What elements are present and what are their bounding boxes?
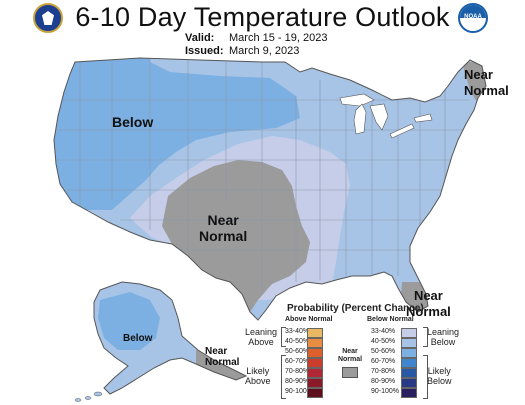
legend-below-swatch	[401, 338, 417, 348]
legend-below-text: Below	[430, 337, 456, 347]
legend-bracket	[281, 327, 286, 347]
map-label-normal: Normal	[205, 357, 240, 368]
legend-likely-below: Likely Below	[427, 366, 452, 386]
legend-below-header: Below Normal	[367, 316, 414, 323]
issued-label: Issued:	[185, 45, 224, 57]
legend-leaning-text: Leaning	[245, 327, 278, 337]
issued-value: March 9, 2023	[229, 45, 300, 57]
map-label-normal: Normal	[464, 83, 509, 98]
legend-title: Probability (Percent Chance)	[287, 303, 424, 314]
map-label-near-normal-alaska: Near Normal	[205, 346, 239, 368]
legend-likely-text: Likely	[246, 366, 270, 376]
legend-likely-above: Likely Above	[245, 366, 271, 386]
legend-above-header: Above Normal	[285, 316, 333, 323]
legend-below-swatch	[401, 328, 417, 338]
legend-leaning-below: Leaning Below	[427, 327, 459, 347]
legend-above-swatch	[307, 368, 323, 378]
legend-near-text: Near	[342, 348, 358, 355]
map-label-normal: Normal	[406, 304, 451, 319]
map-label-near-normal-northeast: Near Normal	[464, 67, 509, 99]
map-label-near: Near	[413, 288, 443, 303]
legend-below-swatch	[401, 358, 417, 368]
legend-above-range: 60-70%	[285, 358, 310, 365]
legend-above-range: 50-60%	[285, 348, 310, 355]
legend-leaning-above: Leaning Above	[245, 327, 277, 347]
legend-above-range: 40-50%	[285, 338, 310, 345]
legend-above-range: 70-80%	[285, 368, 310, 375]
legend-above-range: 80-90%	[285, 378, 310, 385]
legend-below-range: 70-80%	[371, 368, 396, 375]
legend-leaning-text: Leaning	[427, 327, 460, 337]
legend-bracket	[423, 327, 428, 347]
legend-likely-text: Likely	[427, 366, 451, 376]
legend-above-text: Above	[248, 337, 274, 347]
legend-below-swatch	[401, 378, 417, 388]
legend-above-range: 90-100%	[285, 388, 314, 395]
map-label-below: Below	[112, 114, 154, 130]
department-of-commerce-seal-icon	[33, 3, 63, 33]
map-label-near: Near	[207, 212, 239, 228]
legend-below-range: 60-70%	[371, 358, 396, 365]
legend-above-swatch	[307, 338, 323, 348]
legend-below-range: 50-60%	[371, 348, 396, 355]
legend-bracket	[281, 355, 286, 399]
legend-below-range: 33-40%	[371, 328, 396, 335]
legend-above-swatch	[307, 388, 323, 398]
valid-label: Valid:	[185, 32, 215, 44]
legend-near-normal-swatch	[342, 367, 358, 378]
map-label-near: Near	[205, 346, 228, 357]
legend-above-text: Above	[245, 376, 271, 386]
legend-below-range: 40-50%	[371, 338, 396, 345]
legend-normal-text: Normal	[337, 356, 363, 363]
probability-legend: Probability (Percent Chance) Above Norma…	[245, 303, 520, 403]
legend-above-range: 33-40%	[285, 328, 310, 335]
valid-value: March 15 - 19, 2023	[229, 32, 328, 44]
legend-below-swatch	[401, 368, 417, 378]
map-label-near: Near	[464, 67, 493, 82]
legend-near-normal-header: Near Normal	[335, 348, 365, 364]
legend-below-range: 90-100%	[371, 388, 400, 395]
map-label-near-normal-florida: Near Normal	[406, 288, 451, 320]
page-title: 6-10 Day Temperature Outlook	[75, 2, 450, 32]
legend-above-swatch	[307, 358, 323, 368]
map-label-normal: Normal	[199, 228, 248, 244]
map-label-near-normal-central: Near Normal	[199, 212, 247, 244]
noaa-logo-icon: NOAA	[458, 3, 488, 33]
outlook-dates: Valid: March 15 - 19, 2023 Issued: March 9…	[185, 32, 327, 58]
legend-below-swatch	[401, 388, 417, 398]
legend-above-swatch	[307, 328, 323, 338]
legend-above-swatch	[307, 378, 323, 388]
map-label-below-alaska: Below	[123, 333, 153, 344]
legend-above-swatch	[307, 348, 323, 358]
legend-below-text: Below	[427, 376, 452, 386]
legend-below-range: 80-90%	[371, 378, 396, 385]
legend-bracket	[423, 355, 428, 399]
legend-below-swatch	[401, 348, 417, 358]
